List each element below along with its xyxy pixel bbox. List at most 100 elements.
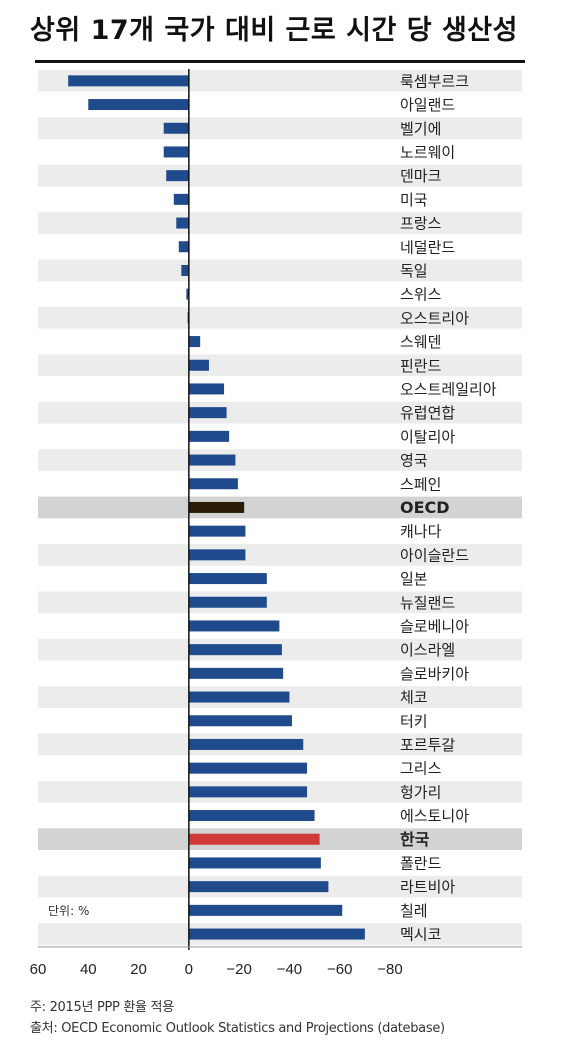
row-stripe	[38, 212, 522, 234]
category-label: 프랑스	[400, 215, 442, 233]
row-stripe	[38, 307, 522, 329]
x-tick-label: 40	[80, 961, 97, 978]
bar-터키	[188, 715, 292, 727]
bar-벨기에	[163, 122, 189, 134]
bar-뉴질랜드	[188, 596, 267, 608]
footnote-ppp: 주: 2015년 PPP 환율 적용	[30, 1000, 174, 1015]
bar-슬로바키아	[188, 667, 284, 679]
bar-아일랜드	[88, 99, 189, 111]
bar-그리스	[188, 762, 308, 774]
bar-노르웨이	[163, 146, 189, 158]
bar-스위스	[186, 288, 189, 300]
category-label: 노르웨이	[400, 143, 455, 161]
category-label: 이탈리아	[400, 428, 455, 446]
category-label: 일본	[400, 570, 428, 588]
bar-캐나다	[188, 525, 246, 537]
x-tick-label: 20	[130, 961, 147, 978]
row-stripe	[38, 354, 522, 377]
category-label: 스위스	[400, 286, 442, 304]
category-label: 유럽연합	[400, 404, 455, 422]
bar-한국	[188, 833, 320, 845]
category-label: 오스트레일리아	[400, 380, 497, 398]
bar-이스라엘	[188, 644, 282, 656]
category-label: 아이슬란드	[400, 546, 469, 564]
category-label: 캐나다	[400, 523, 442, 541]
row-stripe	[38, 164, 522, 187]
category-label: 칠레	[400, 902, 428, 920]
footnote-source: 출처: OECD Economic Outlook Statistics and…	[30, 1021, 445, 1036]
bar-에스토니아	[188, 810, 315, 822]
bar-라트비아	[188, 881, 329, 893]
category-label: 독일	[400, 262, 428, 280]
bar-chart: 룩셈부르크아일랜드벨기에노르웨이덴마크미국프랑스네덜란드독일스위스오스트리아스웨…	[30, 69, 522, 978]
bar-덴마크	[166, 170, 189, 182]
bar-칠레	[188, 904, 343, 916]
bar-오스트레일리아	[188, 383, 225, 395]
row-stripes	[38, 70, 522, 945]
category-label: 체코	[400, 689, 428, 707]
bar-유럽연합	[188, 407, 227, 419]
title-rule	[35, 60, 525, 63]
bar-멕시코	[188, 928, 365, 940]
category-label: 라트비아	[400, 878, 455, 896]
highlight-row	[38, 496, 522, 519]
x-tick-label: −80	[377, 961, 402, 978]
category-label: 그리스	[400, 760, 442, 778]
category-labels: 룩셈부르크아일랜드벨기에노르웨이덴마크미국프랑스네덜란드독일스위스오스트리아스웨…	[400, 72, 497, 943]
category-label: 오스트리아	[400, 309, 469, 327]
category-label: 미국	[400, 191, 428, 209]
chart-title: 상위 17개 국가 대비 근로 시간 당 생산성	[30, 15, 518, 46]
category-label: 룩셈부르크	[400, 72, 469, 90]
row-stripe	[38, 401, 522, 424]
category-label: 스페인	[400, 475, 441, 493]
bar-헝가리	[188, 786, 308, 798]
category-label: 폴란드	[400, 854, 442, 872]
bars	[68, 75, 365, 940]
bar-룩셈부르크	[68, 75, 189, 87]
category-label: 멕시코	[400, 926, 441, 944]
x-tick-label: 60	[30, 961, 47, 978]
category-label: OECD	[400, 498, 450, 517]
unit-note: 단위: %	[48, 904, 90, 918]
category-label: 이스라엘	[400, 641, 455, 659]
category-label: 네덜란드	[400, 238, 455, 256]
row-stripe	[38, 591, 522, 614]
category-label: 벨기에	[400, 120, 441, 138]
bar-폴란드	[188, 857, 321, 869]
bar-스웨덴	[188, 336, 201, 348]
x-tick-label: −40	[277, 961, 302, 978]
bar-슬로베니아	[188, 620, 280, 632]
bar-일본	[188, 573, 267, 585]
row-stripe	[38, 259, 522, 282]
category-label: 슬로베니아	[400, 617, 469, 635]
bar-스페인	[188, 478, 238, 490]
category-label: 스웨덴	[400, 333, 441, 351]
bar-핀란드	[188, 359, 209, 371]
row-stripe	[38, 449, 522, 471]
bar-영국	[188, 454, 236, 466]
category-label: 영국	[400, 452, 428, 470]
row-stripe	[38, 544, 522, 566]
bar-독일	[181, 264, 189, 276]
x-tick-label: −60	[327, 961, 352, 978]
bar-체코	[188, 691, 290, 703]
category-label: 아일랜드	[400, 96, 455, 114]
category-label: 터키	[400, 712, 428, 730]
bar-아이슬란드	[188, 549, 246, 561]
bar-미국	[173, 193, 189, 205]
bar-OECD	[188, 501, 245, 513]
x-tick-label: −20	[226, 961, 251, 978]
row-stripe	[38, 117, 522, 140]
category-label: 헝가리	[400, 783, 441, 801]
category-label: 핀란드	[400, 357, 442, 375]
category-label: 덴마크	[400, 167, 441, 185]
bar-네덜란드	[178, 241, 189, 253]
category-label: 뉴질랜드	[400, 594, 455, 612]
bar-포르투갈	[188, 738, 304, 750]
bar-프랑스	[176, 217, 189, 229]
category-label: 포르투갈	[400, 736, 455, 754]
x-tick-label: 0	[185, 961, 193, 978]
category-label: 슬로바키아	[400, 665, 469, 683]
bar-이탈리아	[188, 430, 230, 442]
category-label: 한국	[400, 830, 430, 849]
